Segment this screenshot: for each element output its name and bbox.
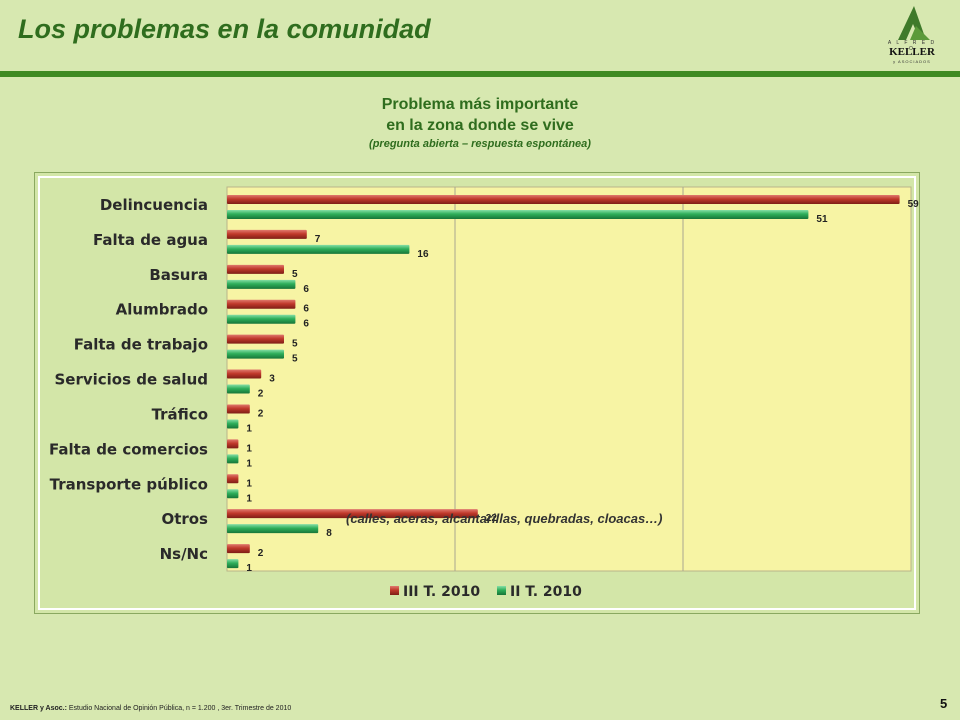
data-label: 6 [303,304,309,315]
source-note: KELLER y Asoc.: Estudio Nacional de Opin… [10,705,291,712]
bar [227,474,239,484]
bar [227,279,296,289]
category-label: Falta de agua [93,231,208,249]
bar [227,404,250,414]
data-label: 16 [417,249,429,260]
legend-swatch [390,586,399,595]
plot-area [226,186,912,572]
bar [227,210,809,219]
source-text: Estudio Nacional de Opinión Pública, n =… [66,705,292,712]
data-label: 2 [258,548,264,559]
data-label: 1 [246,563,252,574]
data-label: 1 [246,443,252,454]
chart-title-line1: Problema más importante [381,96,579,113]
category-label: Otros [161,510,208,528]
bar [227,509,478,519]
chart-frame-border [38,176,916,610]
data-label: 8 [326,528,332,539]
logo-top-text: A L F R E D O [887,40,937,52]
chart-subtitle: (pregunta abierta – respuesta espontánea… [369,138,591,150]
bar [227,264,284,274]
data-label: 51 [816,214,828,225]
category-label: Basura [149,266,208,284]
data-label: 1 [246,493,252,504]
bar [227,314,296,324]
keller-logo-icon [898,6,930,40]
bar [227,244,410,254]
data-label: 1 [246,458,252,469]
data-label: 22 [486,513,498,524]
data-label: 1 [246,478,252,489]
bar [227,524,319,534]
category-label: Transporte público [50,475,208,493]
data-label: 6 [303,319,309,330]
data-label: 2 [258,408,264,419]
source-author: KELLER y Asoc.: [10,705,67,712]
bar [227,419,239,429]
bar [227,369,262,379]
bar [227,489,239,499]
data-label: 5 [292,354,298,365]
chart-title: Problema más importante en la zona donde… [0,94,960,152]
bar [227,349,284,359]
title-divider [0,71,960,77]
bar [227,454,239,464]
legend-label: II T. 2010 [510,584,582,600]
category-label: Servicios de salud [54,371,208,389]
chart-title-line2: en la zona donde se vive [386,117,574,134]
bar [227,384,250,394]
page-number: 5 [940,696,948,711]
data-label: 5 [292,269,298,280]
legend: III T. 2010 II T. 2010 [390,584,582,600]
bar [227,559,239,569]
legend-label: III T. 2010 [403,584,480,600]
bar [227,195,900,204]
bar [227,439,239,449]
category-label: Delincuencia [100,196,208,214]
bar [227,229,307,239]
data-label: 2 [258,389,264,400]
data-label: 7 [315,234,321,245]
category-label: Alumbrado [116,301,208,319]
legend-swatch [497,586,506,595]
bar [227,299,296,309]
category-label: Ns/Nc [160,545,208,563]
data-label: 1 [246,423,252,434]
category-label: Tráfico [152,405,208,423]
bar [227,544,250,554]
data-label: 6 [303,284,309,295]
data-label: 5 [292,339,298,350]
logo-name-text: KELLER [889,46,935,58]
bar [227,334,284,344]
category-label: Falta de comercios [49,440,208,458]
others-annotation: (calles, aceras, alcantarillas, quebrada… [346,511,663,526]
data-label: 3 [269,374,275,385]
data-label: 59 [908,199,920,210]
page-title: Los problemas en la comunidad [18,14,431,44]
category-label: Falta de trabajo [74,336,208,354]
logo-sub-text: y ASOCIADOS [893,59,931,64]
